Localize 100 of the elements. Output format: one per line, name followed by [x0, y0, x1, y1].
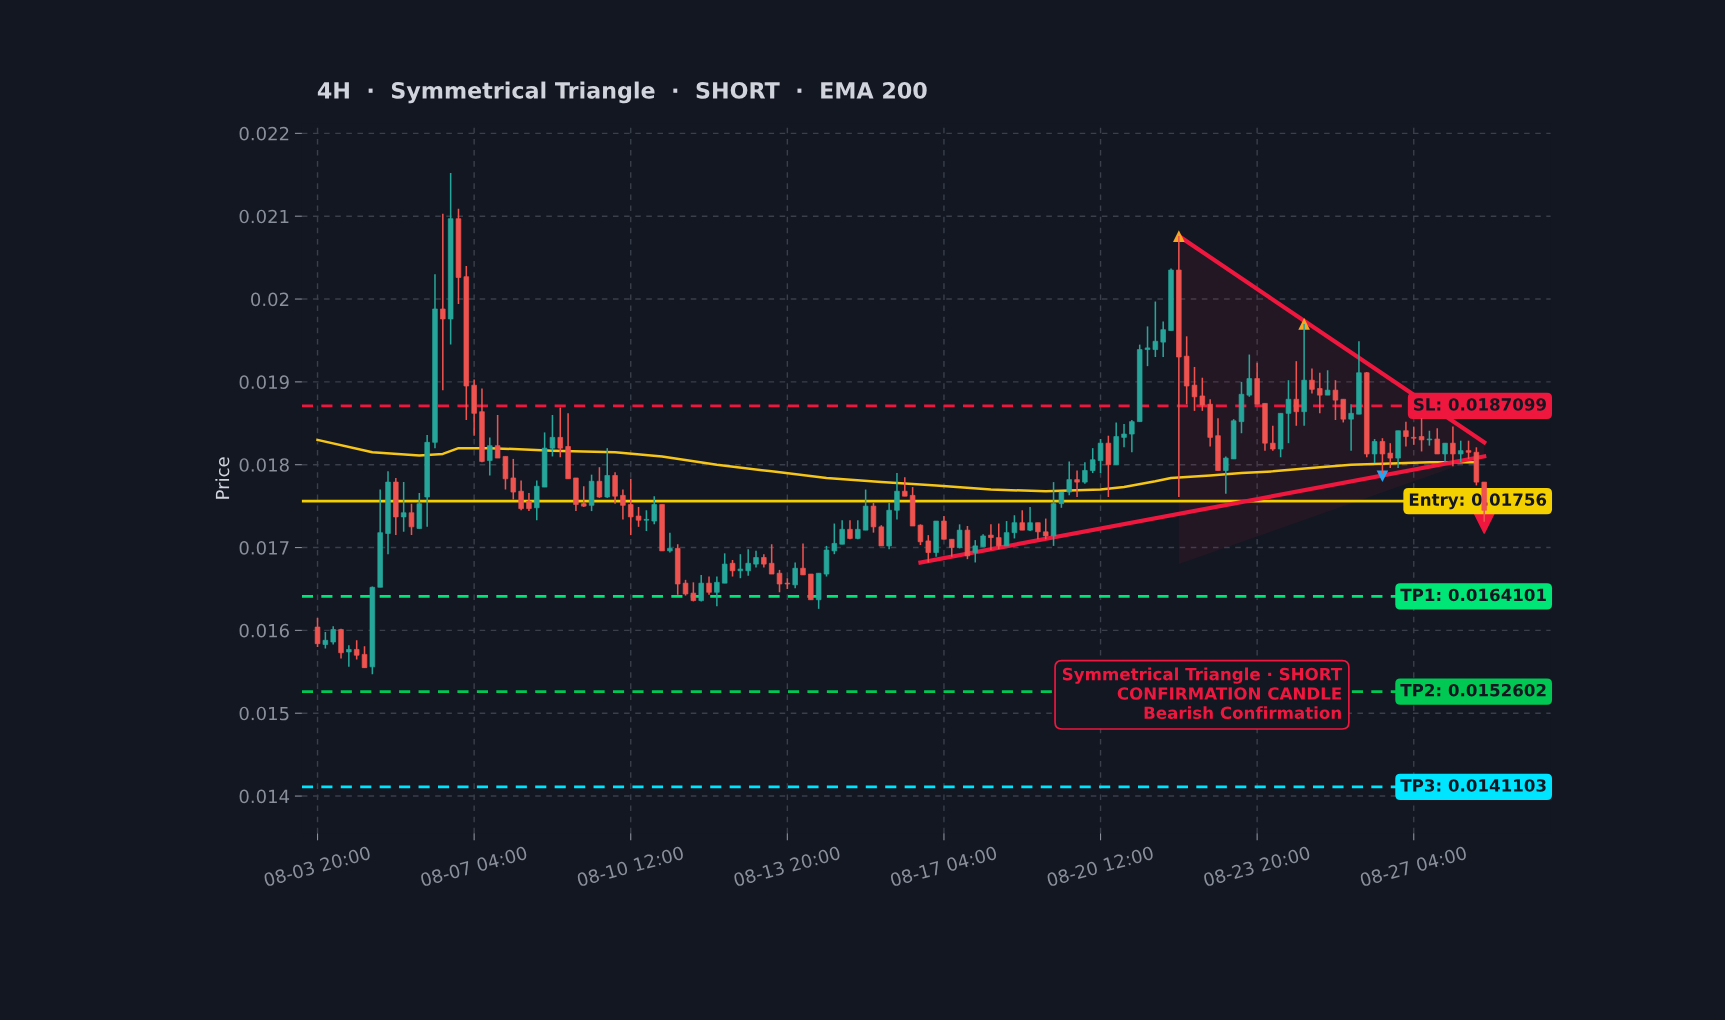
candlestick [1450, 425, 1456, 468]
x-tick-label: 08-23 20:00 [1202, 845, 1311, 887]
candlestick [800, 542, 806, 576]
x-tick-label: 08-03 20:00 [263, 845, 371, 887]
candlestick [1387, 442, 1393, 469]
candlestick [706, 575, 712, 596]
candlestick [596, 466, 603, 499]
candlestick [338, 627, 344, 660]
candlestick [1403, 420, 1409, 448]
candlestick [1097, 438, 1104, 474]
y-tick-label: 0.022 [239, 126, 289, 141]
candlestick [1019, 509, 1025, 531]
candlestick [487, 436, 493, 477]
candlestick [1043, 517, 1049, 541]
y-tick-label: 0.014 [239, 789, 290, 804]
x-tick-label: 08-07 04:00 [419, 845, 528, 887]
candlestick [1105, 434, 1112, 498]
candlestick [581, 485, 587, 508]
candlestick [988, 523, 994, 551]
candlestick [902, 476, 908, 497]
candlestick [878, 524, 884, 547]
candlestick [1332, 379, 1339, 421]
candlestick [1348, 403, 1354, 452]
ref-line-label: TP1: 0.0164101 [1400, 588, 1546, 602]
candlestick [1121, 423, 1127, 449]
candlestick [941, 515, 947, 541]
candlestick [714, 575, 720, 608]
x-tick-label: 08-10 12:00 [576, 845, 685, 887]
candlestick [330, 625, 336, 646]
ref-line-label: TP2: 0.0152602 [1400, 683, 1546, 697]
candlestick [534, 479, 540, 521]
candlestick [1309, 367, 1315, 395]
candlestick [745, 548, 751, 577]
candlestick [1324, 369, 1331, 396]
candlestick [737, 553, 744, 579]
candlestick [870, 502, 877, 534]
candlestick [1379, 437, 1386, 475]
candlestick [1458, 439, 1464, 463]
candlestick [643, 509, 650, 532]
annotation: Symmetrical Triangle · SHORT CONFIRMATION CANDLE Bearish Confirmation [1062, 667, 1343, 720]
candlestick [1223, 455, 1229, 495]
candlestick [518, 479, 524, 512]
x-tick-label: 08-27 04:00 [1359, 845, 1468, 887]
candlestick [361, 645, 368, 669]
candlestick [1066, 460, 1072, 497]
x-tick-label: 08-13 20:00 [733, 845, 841, 887]
y-tick-label: 0.018 [239, 458, 289, 472]
y-tick-label: 0.02 [251, 292, 289, 307]
ref-line-label: SL: 0.0187099 [1414, 398, 1546, 411]
candlestick [440, 212, 446, 391]
x-tick-label: 08-20 12:00 [1046, 845, 1154, 887]
candlestick [1293, 360, 1299, 427]
candlestick [698, 574, 704, 603]
y-tick-label: 0.015 [239, 706, 289, 721]
candlestick [1411, 425, 1417, 446]
candlestick [1082, 461, 1088, 485]
candlestick [768, 543, 775, 575]
candlestick [1371, 438, 1378, 464]
candlestick [956, 523, 963, 550]
x-tick-label: 08-17 04:00 [889, 845, 998, 887]
candlestick [604, 447, 610, 499]
y-tick-label: 0.021 [239, 209, 289, 224]
candlestick [839, 519, 845, 546]
candlestick [346, 644, 352, 668]
candlestick [1317, 371, 1323, 415]
candlestick [620, 488, 626, 521]
candlestick [526, 492, 532, 512]
y-tick-label: 0.016 [239, 623, 289, 638]
candlestick [722, 552, 728, 584]
candlestick [400, 481, 407, 533]
candlestick [1027, 506, 1033, 532]
candlestick [408, 502, 415, 536]
candlestick [925, 534, 931, 564]
candlestick [314, 617, 321, 648]
candlestick [894, 472, 900, 521]
candlestick [792, 561, 798, 589]
candlestick [353, 639, 360, 661]
candlestick [1129, 419, 1135, 454]
candlestick [1434, 427, 1440, 455]
candlestick [557, 406, 563, 459]
candlestick [972, 539, 978, 564]
chart-title: 4H · Symmetrical Triangle · SHORT · EMA 200 [317, 81, 927, 104]
candlestick [667, 531, 673, 554]
y-axis-title: Price [215, 457, 230, 499]
candlestick [510, 458, 516, 501]
y-tick-label: 0.019 [239, 375, 289, 389]
candlestick [1074, 469, 1080, 498]
y-tick-label: 0.017 [239, 541, 289, 555]
candlestick [996, 522, 1002, 550]
candlestick [1090, 447, 1096, 474]
candlestick [1160, 320, 1166, 358]
candlestick [1418, 417, 1425, 453]
candlestick [635, 506, 642, 528]
candlestick [831, 522, 838, 555]
candlestick [651, 495, 657, 526]
candlestick [628, 478, 634, 536]
candlestick [1442, 442, 1448, 463]
candlestick [612, 471, 618, 505]
ref-line-label: TP3: 0.0141103 [1400, 779, 1546, 792]
candlestick [1246, 353, 1253, 398]
